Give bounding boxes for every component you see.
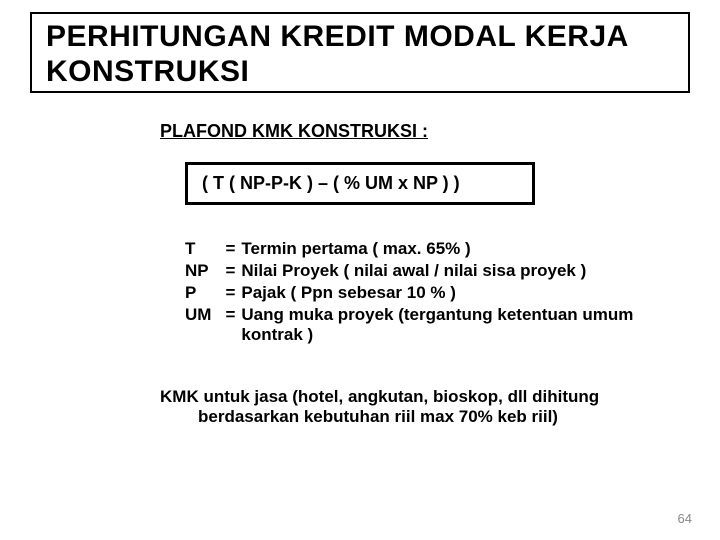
def-symbol: UM [185, 305, 225, 347]
definition-row: P = Pajak ( Ppn sebesar 10 % ) [185, 283, 690, 305]
note-block: KMK untuk jasa (hotel, angkutan, bioskop… [160, 387, 650, 427]
note-line-2: berdasarkan kebutuhan riil max 70% keb r… [198, 407, 650, 427]
def-equals: = [225, 305, 241, 347]
def-equals: = [225, 261, 241, 283]
definition-row: NP = Nilai Proyek ( nilai awal / nilai s… [185, 261, 690, 283]
def-equals: = [225, 283, 241, 305]
definition-row: T = Termin pertama ( max. 65% ) [185, 239, 690, 261]
def-desc: Termin pertama ( max. 65% ) [241, 239, 690, 261]
def-symbol: T [185, 239, 225, 261]
def-symbol: NP [185, 261, 225, 283]
note-line-1: KMK untuk jasa (hotel, angkutan, bioskop… [160, 387, 650, 407]
def-symbol: P [185, 283, 225, 305]
page-number: 64 [678, 511, 692, 526]
title-box: PERHITUNGAN KREDIT MODAL KERJA KONSTRUKS… [30, 12, 690, 93]
subheading: PLAFOND KMK KONSTRUKSI : [160, 121, 690, 142]
definitions-list: T = Termin pertama ( max. 65% ) NP = Nil… [185, 239, 690, 347]
def-equals: = [225, 239, 241, 261]
formula-text: ( T ( NP-P-K ) – ( % UM x NP ) ) [202, 173, 518, 194]
definition-row: UM = Uang muka proyek (tergantung ketent… [185, 305, 690, 347]
def-desc: Nilai Proyek ( nilai awal / nilai sisa p… [241, 261, 690, 283]
def-desc: Uang muka proyek (tergantung ketentuan u… [241, 305, 690, 347]
formula-box: ( T ( NP-P-K ) – ( % UM x NP ) ) [185, 162, 535, 205]
definitions-table: T = Termin pertama ( max. 65% ) NP = Nil… [185, 239, 690, 347]
page-title: PERHITUNGAN KREDIT MODAL KERJA KONSTRUKS… [46, 20, 674, 89]
def-desc: Pajak ( Ppn sebesar 10 % ) [241, 283, 690, 305]
